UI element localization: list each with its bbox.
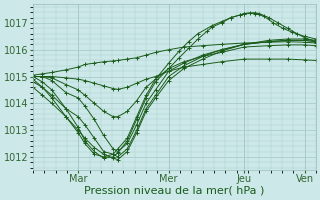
X-axis label: Pression niveau de la mer( hPa ): Pression niveau de la mer( hPa ) bbox=[84, 186, 265, 196]
